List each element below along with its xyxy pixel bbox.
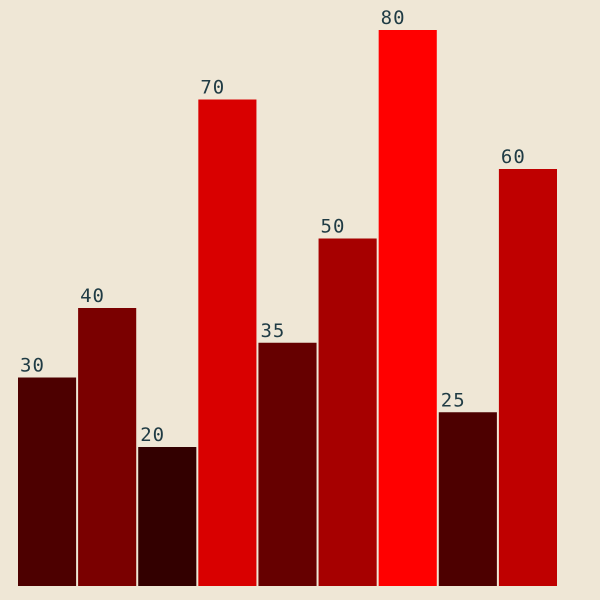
bar-value-label-7: 80 (381, 7, 406, 29)
bar-1 (18, 377, 77, 586)
bar-6 (318, 238, 377, 586)
bar-value-label-8: 25 (441, 389, 466, 411)
bar-9 (498, 169, 557, 586)
bar-8 (438, 412, 497, 586)
bar-5 (258, 342, 317, 586)
bar-2 (78, 308, 137, 586)
bar-value-label-2: 40 (80, 285, 105, 307)
bar-value-label-9: 60 (501, 146, 526, 168)
bar-value-label-4: 70 (200, 77, 225, 99)
bar-value-label-3: 20 (140, 424, 165, 446)
bar-7 (378, 30, 437, 586)
bar-3 (138, 447, 197, 586)
bar-value-label-1: 30 (20, 355, 45, 377)
bar-value-label-6: 50 (321, 216, 346, 238)
bar-4 (198, 99, 257, 586)
bar-value-label-5: 35 (260, 320, 285, 342)
